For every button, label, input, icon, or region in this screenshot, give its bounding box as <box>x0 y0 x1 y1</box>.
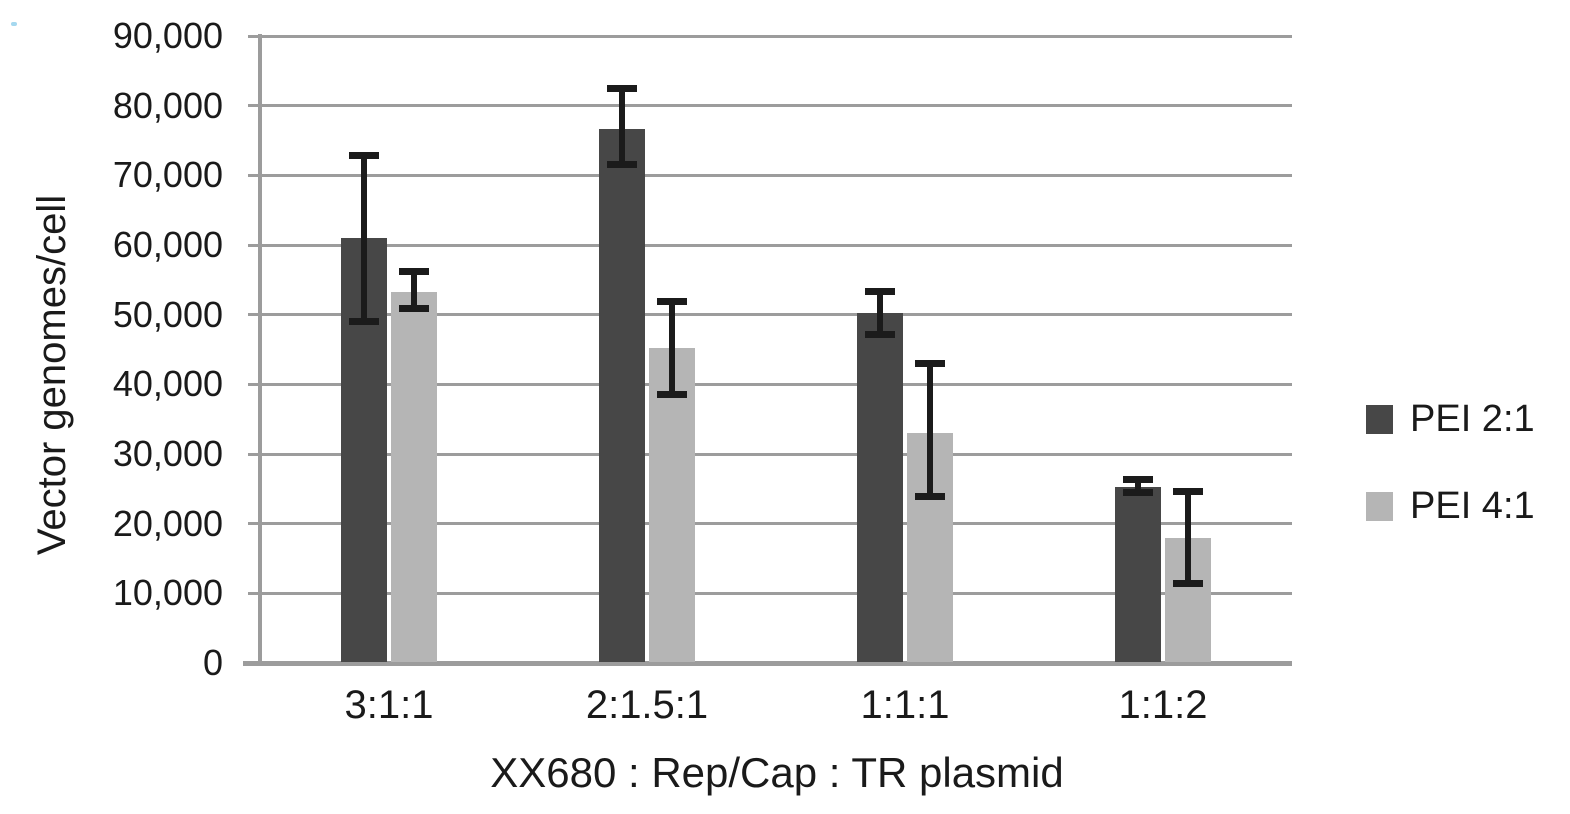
y-tick-label: 30,000 <box>112 433 223 474</box>
y-axis-line <box>258 34 262 665</box>
x-tick-label: 1:1:2 <box>1118 683 1208 727</box>
y-tick-label: 70,000 <box>112 154 223 196</box>
gridline <box>248 313 1292 317</box>
gridline <box>248 591 1292 595</box>
x-tick-label: 1:1:1 <box>860 683 950 727</box>
gridline <box>248 382 1292 386</box>
bar-pei-2-1-1-1-1 <box>857 313 903 662</box>
error-bar-cap <box>607 84 637 92</box>
error-bar-cap <box>865 331 895 339</box>
error-bar-stem <box>1135 479 1141 493</box>
legend-swatch-light-icon <box>1366 491 1393 521</box>
error-bar-cap <box>1123 476 1153 484</box>
error-bar-cap <box>1173 580 1203 588</box>
gridline <box>248 104 1292 108</box>
gridline <box>248 173 1292 177</box>
y-tick-label: 60,000 <box>112 224 223 265</box>
bar-pei-2-1-1-1-2 <box>1115 486 1161 662</box>
error-bar-cap <box>1173 488 1203 496</box>
bar-pei-4-1-2-1-5-1 <box>649 348 695 662</box>
error-bar-cap <box>865 288 895 296</box>
y-tick-label: 20,000 <box>112 502 223 544</box>
error-bar-cap <box>349 318 379 326</box>
y-tick-label: 0 <box>202 642 223 683</box>
error-bar-stem <box>927 363 933 497</box>
error-bar-cap <box>915 359 945 367</box>
bar-pei-4-1-3-1-1 <box>391 291 437 662</box>
y-tick-label: 50,000 <box>112 293 223 335</box>
legend-item-pei-2-1: PEI 2:1 <box>1366 398 1535 440</box>
error-bar-stem <box>411 271 417 309</box>
legend-label-pei-4-1: PEI 4:1 <box>1410 485 1535 527</box>
x-tick-label: 2:1.5:1 <box>585 683 709 727</box>
error-bar-stem <box>361 155 367 322</box>
x-axis-title: XX680 : Rep/Cap : TR plasmid <box>490 749 1064 796</box>
error-bar-stem <box>1185 491 1191 584</box>
scan-artifact-dot <box>11 22 17 26</box>
error-bar-cap <box>399 304 429 312</box>
gridline <box>248 243 1292 247</box>
legend-swatch-dark-icon <box>1366 404 1393 434</box>
error-bar-stem <box>877 291 883 335</box>
y-tick-label: 80,000 <box>112 84 223 126</box>
gridline <box>248 522 1292 526</box>
error-bar-cap <box>915 492 945 500</box>
error-bar-stem <box>619 88 625 165</box>
error-bar-cap <box>349 151 379 159</box>
gridline <box>248 34 1292 38</box>
y-tick-label: 40,000 <box>112 363 223 405</box>
error-bar-stem <box>669 301 675 395</box>
error-bar-cap <box>607 161 637 169</box>
error-bar-cap <box>399 267 429 275</box>
y-tick-label: 10,000 <box>112 572 223 614</box>
error-bar-cap <box>1123 488 1153 496</box>
legend-item-pei-4-1: PEI 4:1 <box>1366 485 1535 527</box>
x-axis-line <box>243 661 1292 666</box>
bar-pei-2-1-2-1-5-1 <box>599 128 645 662</box>
error-bar-cap <box>657 297 687 305</box>
gridline <box>248 452 1292 456</box>
legend-label-pei-2-1: PEI 2:1 <box>1410 398 1535 440</box>
x-tick-label: 3:1:1 <box>344 683 434 727</box>
y-tick-label: 90,000 <box>112 15 223 56</box>
error-bar-cap <box>657 391 687 399</box>
